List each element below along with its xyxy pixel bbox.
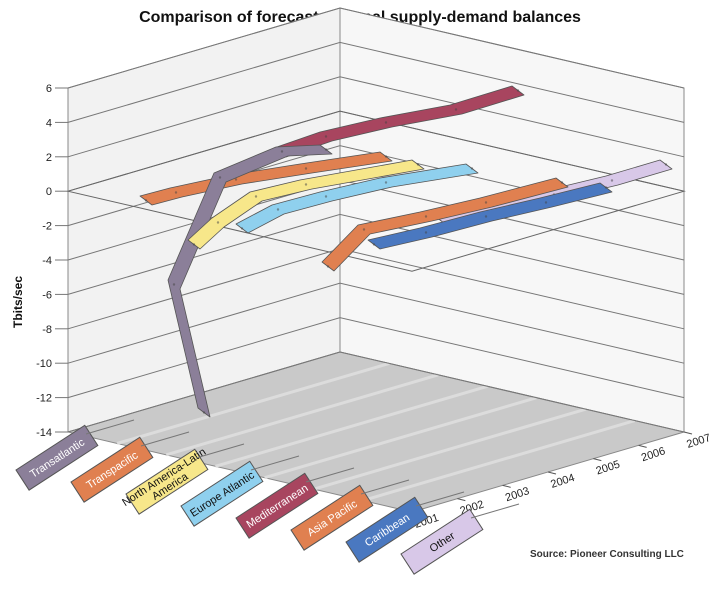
- x-tick-label: 2007: [685, 432, 712, 451]
- data-point: [172, 283, 176, 286]
- data-point: [324, 148, 328, 151]
- y-tick-label: 0: [46, 186, 52, 198]
- data-point: [216, 221, 220, 224]
- x-tick-label: 2006: [640, 445, 667, 464]
- data-point: [610, 179, 614, 182]
- data-point: [484, 215, 488, 218]
- data-point: [384, 121, 388, 124]
- y-tick-label: 2: [46, 152, 52, 164]
- data-point: [516, 89, 520, 92]
- data-point: [384, 155, 388, 158]
- floor-stripe: [215, 384, 488, 468]
- x-tick-label: 2005: [595, 459, 622, 478]
- data-point: [454, 108, 458, 111]
- y-tick-label: -4: [42, 255, 52, 267]
- data-point: [362, 228, 366, 231]
- data-point: [544, 201, 548, 204]
- data-point: [144, 199, 148, 202]
- floor-stripe: [264, 396, 537, 480]
- x-tick: [638, 444, 647, 448]
- data-point: [384, 181, 388, 184]
- x-tick: [593, 458, 602, 462]
- data-point: [276, 208, 280, 211]
- data-point: [234, 178, 238, 181]
- y-tick-label: 4: [46, 117, 52, 129]
- series-ribbon: [167, 144, 333, 418]
- floor-stripe: [165, 373, 439, 457]
- x-tick-label: 2004: [549, 472, 576, 491]
- gridline: [67, 351, 685, 433]
- gridline: [67, 7, 685, 89]
- category-tick: [85, 419, 135, 435]
- gridline: [67, 282, 685, 364]
- gridline: [67, 213, 685, 295]
- data-point: [424, 231, 428, 234]
- category-tab-box: [180, 460, 264, 527]
- category-tab-box: [235, 472, 319, 539]
- series-ribbon: [367, 182, 613, 250]
- data-point: [280, 150, 284, 153]
- y-tick-label: -14: [36, 427, 52, 439]
- data-point: [240, 227, 244, 230]
- data-point: [470, 167, 474, 170]
- data-point: [254, 195, 258, 198]
- y-axis-label: Tbits/sec: [11, 276, 25, 328]
- floor-stripe: [313, 407, 587, 491]
- x-tick: [683, 431, 693, 435]
- data-point: [202, 411, 206, 414]
- data-point: [604, 186, 608, 189]
- category-tab-box: [15, 424, 99, 491]
- series-ribbon: [321, 177, 569, 272]
- category-tick: [415, 491, 465, 507]
- data-point: [326, 265, 330, 268]
- category-tick: [250, 455, 300, 471]
- data-point: [192, 243, 196, 246]
- data-point: [324, 195, 328, 198]
- data-point: [424, 215, 428, 218]
- data-point: [174, 191, 178, 194]
- category-tick: [360, 479, 410, 495]
- source-note: Source: Pioneer Consulting LLC: [530, 549, 684, 560]
- floor-stripe: [116, 361, 390, 445]
- category-tick: [140, 431, 190, 447]
- series-ribbon: [187, 159, 425, 250]
- data-point: [664, 163, 668, 166]
- y-tick-label: -8: [42, 324, 52, 336]
- category-tick: [305, 467, 355, 483]
- category-tab-box: [70, 436, 154, 503]
- series-ribbon: [139, 151, 393, 206]
- y-tick-label: -6: [42, 289, 52, 301]
- y-tick-label: -2: [42, 221, 52, 233]
- data-point: [372, 243, 376, 246]
- data-point: [324, 135, 328, 138]
- category-tab-box: [290, 484, 374, 551]
- y-tick-label: -10: [36, 358, 52, 370]
- data-point: [484, 201, 488, 204]
- category-tab-box: [125, 448, 209, 515]
- series-ribbon: [235, 163, 479, 234]
- gridline: [67, 41, 685, 123]
- category-tab-box: [400, 508, 484, 575]
- gridline: [67, 76, 685, 158]
- data-point: [560, 181, 564, 184]
- x-tick-label: 2003: [504, 485, 531, 504]
- zero-plane: [66, 110, 686, 272]
- y-tick-label: 6: [46, 83, 52, 95]
- floor-stripe: [362, 419, 636, 503]
- category-tick: [470, 503, 520, 519]
- data-point: [416, 163, 420, 166]
- x-tick: [547, 471, 557, 475]
- x-tick: [502, 484, 511, 488]
- x-tick: [457, 498, 466, 502]
- gridline: [67, 317, 685, 399]
- category-tick: [195, 443, 245, 459]
- data-point: [218, 176, 222, 179]
- y-tick-label: -12: [36, 393, 52, 405]
- category-tab-box: [345, 496, 429, 563]
- data-point: [304, 183, 308, 186]
- data-point: [304, 167, 308, 170]
